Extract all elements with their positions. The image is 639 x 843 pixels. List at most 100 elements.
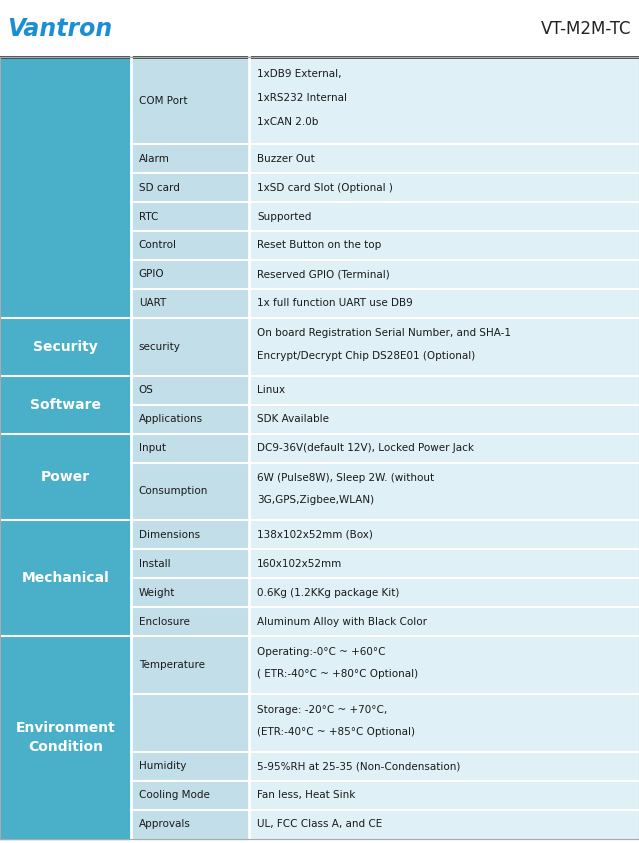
Text: 3G,GPS,Zigbee,WLAN): 3G,GPS,Zigbee,WLAN) — [257, 496, 374, 505]
Text: Security: Security — [33, 340, 98, 354]
Text: 1xSD card Slot (Optional ): 1xSD card Slot (Optional ) — [257, 183, 393, 192]
Bar — [131, 463, 249, 520]
Text: Enclosure: Enclosure — [139, 617, 190, 626]
Text: COM Port: COM Port — [139, 96, 187, 105]
Text: (ETR:-40°C ~ +85°C Optional): (ETR:-40°C ~ +85°C Optional) — [257, 727, 415, 737]
Bar — [0, 376, 131, 433]
Bar — [249, 810, 639, 839]
Text: UART: UART — [139, 298, 166, 309]
Text: 1xCAN 2.0b: 1xCAN 2.0b — [257, 117, 318, 127]
Text: Cooling Mode: Cooling Mode — [139, 791, 210, 800]
Bar — [249, 433, 639, 463]
Text: Weight: Weight — [139, 588, 175, 598]
Text: Alarm: Alarm — [139, 153, 169, 164]
Text: Storage: -20°C ~ +70°C,: Storage: -20°C ~ +70°C, — [257, 705, 387, 715]
Text: Input: Input — [139, 443, 166, 453]
Bar — [0, 318, 131, 376]
Text: Aluminum Alloy with Black Color: Aluminum Alloy with Black Color — [257, 617, 427, 626]
Bar — [249, 550, 639, 578]
Text: Linux: Linux — [257, 385, 285, 395]
Text: VT-M2M-TC: VT-M2M-TC — [541, 19, 631, 38]
Text: Dimensions: Dimensions — [139, 530, 200, 540]
Text: 138x102x52mm (Box): 138x102x52mm (Box) — [257, 530, 373, 540]
Bar — [131, 231, 249, 260]
Text: 160x102x52mm: 160x102x52mm — [257, 559, 342, 569]
Bar — [131, 318, 249, 376]
Text: ( ETR:-40°C ~ +80°C Optional): ( ETR:-40°C ~ +80°C Optional) — [257, 669, 418, 679]
Bar — [249, 752, 639, 781]
Bar — [131, 376, 249, 405]
Bar — [0, 636, 131, 839]
Bar — [0, 57, 131, 318]
Bar — [0, 520, 131, 636]
Text: RTC: RTC — [139, 212, 158, 222]
Bar — [249, 231, 639, 260]
Text: Applications: Applications — [139, 414, 203, 424]
Text: Supported: Supported — [257, 212, 311, 222]
Bar — [0, 0, 639, 57]
Text: Humidity: Humidity — [139, 761, 186, 771]
Bar — [131, 144, 249, 173]
Text: Environment
Condition: Environment Condition — [15, 722, 116, 754]
Bar — [131, 781, 249, 810]
Text: Reset Button on the top: Reset Button on the top — [257, 240, 381, 250]
Bar — [131, 405, 249, 433]
Bar — [131, 607, 249, 636]
Bar — [249, 463, 639, 520]
Bar — [249, 376, 639, 405]
Text: Mechanical: Mechanical — [22, 572, 109, 585]
Bar — [131, 202, 249, 231]
Bar — [249, 578, 639, 607]
Text: DC9-36V(default 12V), Locked Power Jack: DC9-36V(default 12V), Locked Power Jack — [257, 443, 474, 453]
Bar — [249, 173, 639, 202]
Text: 1xRS232 Internal: 1xRS232 Internal — [257, 94, 347, 104]
Text: Software: Software — [30, 398, 101, 411]
Bar — [249, 260, 639, 289]
Text: Buzzer Out: Buzzer Out — [257, 153, 314, 164]
Text: Power: Power — [41, 470, 90, 484]
Bar — [249, 289, 639, 318]
Bar — [131, 520, 249, 550]
Text: Temperature: Temperature — [139, 660, 204, 670]
Text: security: security — [139, 341, 181, 352]
Text: Operating:-0°C ~ +60°C: Operating:-0°C ~ +60°C — [257, 647, 385, 657]
Text: SD card: SD card — [139, 183, 180, 192]
Bar — [249, 520, 639, 550]
Bar — [0, 433, 131, 520]
Bar — [249, 694, 639, 752]
Text: UL, FCC Class A, and CE: UL, FCC Class A, and CE — [257, 819, 382, 830]
Text: 1xDB9 External,: 1xDB9 External, — [257, 69, 341, 79]
Text: Fan less, Heat Sink: Fan less, Heat Sink — [257, 791, 355, 800]
Bar — [131, 578, 249, 607]
Text: 1x full function UART use DB9: 1x full function UART use DB9 — [257, 298, 413, 309]
Bar — [249, 57, 639, 144]
Text: Consumption: Consumption — [139, 486, 208, 497]
Bar — [249, 636, 639, 694]
Text: Control: Control — [139, 240, 176, 250]
Bar — [249, 318, 639, 376]
Text: 6W (Pulse8W), Sleep 2W. (without: 6W (Pulse8W), Sleep 2W. (without — [257, 473, 434, 483]
Bar — [131, 550, 249, 578]
Text: GPIO: GPIO — [139, 270, 164, 279]
Bar — [131, 289, 249, 318]
Text: Vantron: Vantron — [8, 17, 113, 40]
Text: Reserved GPIO (Terminal): Reserved GPIO (Terminal) — [257, 270, 390, 279]
Bar — [131, 260, 249, 289]
Bar — [131, 810, 249, 839]
Text: 0.6Kg (1.2KKg package Kit): 0.6Kg (1.2KKg package Kit) — [257, 588, 399, 598]
Bar — [131, 694, 249, 752]
Bar — [131, 433, 249, 463]
Text: Install: Install — [139, 559, 170, 569]
Text: Encrypt/Decrypt Chip DS28E01 (Optional): Encrypt/Decrypt Chip DS28E01 (Optional) — [257, 351, 475, 361]
Text: OS: OS — [139, 385, 153, 395]
Text: Approvals: Approvals — [139, 819, 190, 830]
Bar — [249, 607, 639, 636]
Bar — [249, 144, 639, 173]
Bar — [249, 202, 639, 231]
Text: On board Registration Serial Number, and SHA-1: On board Registration Serial Number, and… — [257, 329, 511, 338]
Bar — [249, 405, 639, 433]
Bar — [131, 57, 249, 144]
Bar — [131, 752, 249, 781]
Text: SDK Available: SDK Available — [257, 414, 329, 424]
Bar — [131, 173, 249, 202]
